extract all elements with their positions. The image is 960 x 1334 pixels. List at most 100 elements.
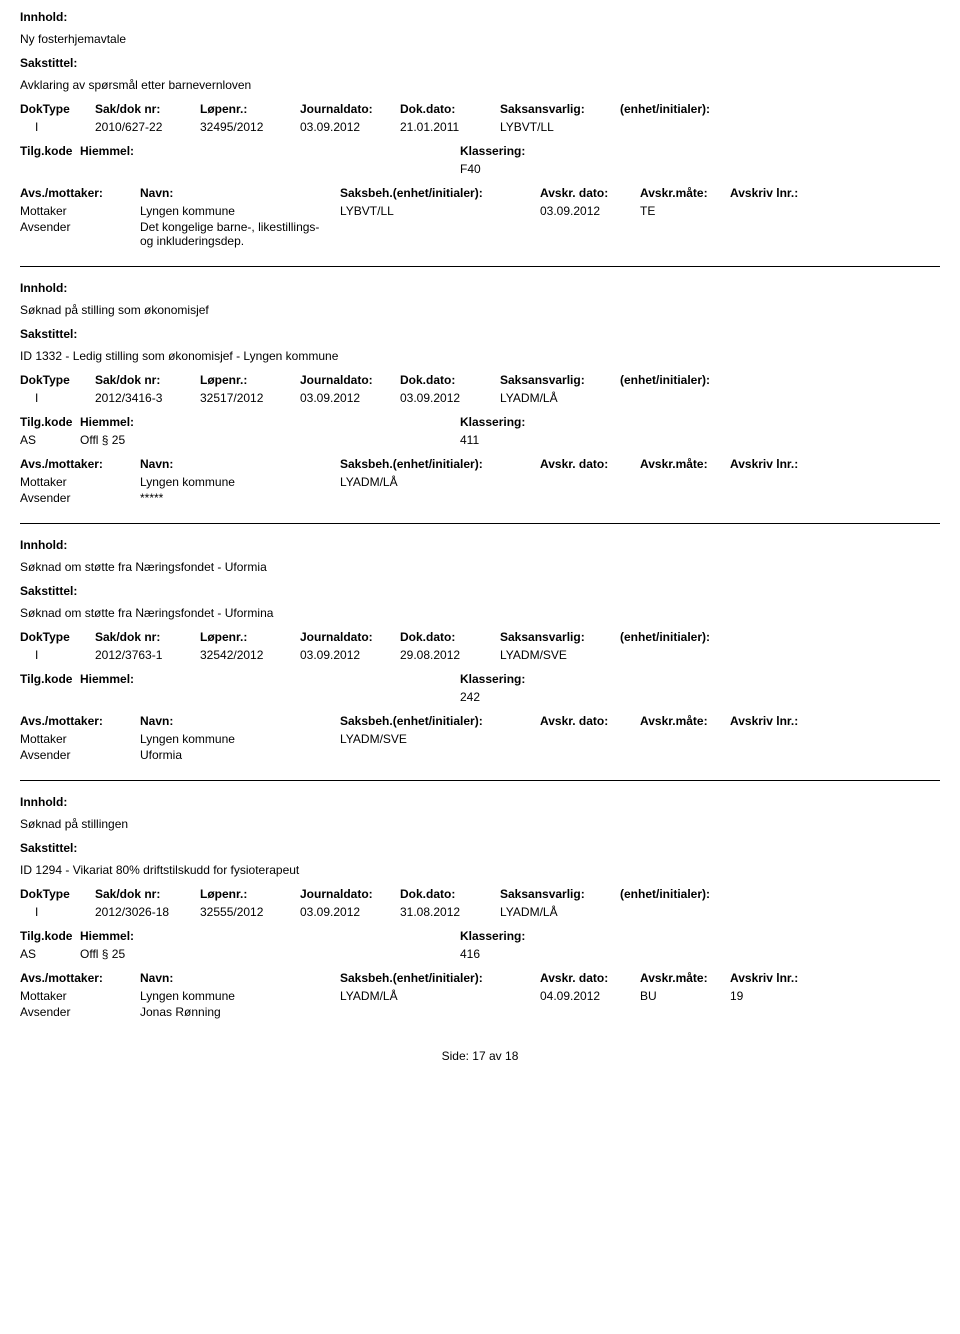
hdr-avskrivlnr: Avskriv lnr.: bbox=[730, 186, 820, 200]
hdr-dokdato: Dok.dato: bbox=[400, 373, 500, 387]
val-tilgkode bbox=[20, 690, 80, 704]
val-klassering: 242 bbox=[460, 690, 660, 704]
avs-header-row: Avs./mottaker: Navn: Saksbeh.(enhet/init… bbox=[20, 186, 940, 200]
party-avskrdato bbox=[540, 220, 640, 248]
hdr-avskrmate: Avskr.måte: bbox=[640, 714, 730, 728]
val-klassering: F40 bbox=[460, 162, 660, 176]
hdr-dokdato: Dok.dato: bbox=[400, 630, 500, 644]
val-dokdato: 03.09.2012 bbox=[400, 391, 500, 405]
val-journaldato: 03.09.2012 bbox=[300, 905, 400, 919]
hdr-avskrmate: Avskr.måte: bbox=[640, 457, 730, 471]
party-saksbeh: LYBVT/LL bbox=[340, 204, 540, 218]
party-avskrdato bbox=[540, 475, 640, 489]
hdr-sakdok: Sak/dok nr: bbox=[95, 630, 200, 644]
val-sakdok: 2012/3763-1 bbox=[95, 648, 200, 662]
hdr-saksansvarlig: Saksansvarlig: bbox=[500, 887, 620, 901]
hdr-doktype: DokType bbox=[20, 887, 95, 901]
tilg-data-row: F40 bbox=[20, 162, 940, 176]
hdr-tilgkode: Tilg.kode bbox=[20, 929, 80, 943]
journal-record: Innhold: Ny fosterhjemavtale Sakstittel:… bbox=[20, 10, 940, 267]
val-klassering: 416 bbox=[460, 947, 660, 961]
journal-record: Innhold: Søknad på stilling som økonomis… bbox=[20, 281, 940, 524]
party-avskrdato bbox=[540, 491, 640, 505]
hdr-hiemmel: Hiemmel: bbox=[80, 144, 460, 158]
party-role: Avsender bbox=[20, 491, 140, 505]
val-dokdato: 31.08.2012 bbox=[400, 905, 500, 919]
party-avskrmate: TE bbox=[640, 204, 730, 218]
party-navn: Lyngen kommune bbox=[140, 989, 340, 1003]
hdr-klassering: Klassering: bbox=[460, 672, 660, 686]
party-role: Avsender bbox=[20, 220, 140, 248]
doc-data-row: I 2012/3416-3 32517/2012 03.09.2012 03.0… bbox=[20, 391, 940, 405]
tilg-data-row: AS Offl § 25 416 bbox=[20, 947, 940, 961]
party-avskrivlnr bbox=[730, 732, 820, 746]
val-enhet bbox=[620, 391, 770, 405]
doc-data-row: I 2012/3026-18 32555/2012 03.09.2012 31.… bbox=[20, 905, 940, 919]
hdr-journaldato: Journaldato: bbox=[300, 887, 400, 901]
party-avskrmate bbox=[640, 491, 730, 505]
party-navn: Lyngen kommune bbox=[140, 475, 340, 489]
party-row: Mottaker Lyngen kommune LYADM/LÅ bbox=[20, 475, 940, 489]
val-enhet bbox=[620, 120, 770, 134]
doc-data-row: I 2010/627-22 32495/2012 03.09.2012 21.0… bbox=[20, 120, 940, 134]
party-role: Mottaker bbox=[20, 475, 140, 489]
hdr-hiemmel: Hiemmel: bbox=[80, 672, 460, 686]
party-avskrdato bbox=[540, 1005, 640, 1019]
val-lopenr: 32542/2012 bbox=[200, 648, 300, 662]
party-saksbeh bbox=[340, 1005, 540, 1019]
hdr-avskrivlnr: Avskriv lnr.: bbox=[730, 971, 820, 985]
hdr-navn: Navn: bbox=[140, 457, 340, 471]
party-navn: Lyngen kommune bbox=[140, 204, 340, 218]
footer-total: 18 bbox=[505, 1049, 518, 1063]
party-avskrmate bbox=[640, 220, 730, 248]
hdr-klassering: Klassering: bbox=[460, 415, 660, 429]
val-lopenr: 32495/2012 bbox=[200, 120, 300, 134]
party-avskrdato: 03.09.2012 bbox=[540, 204, 640, 218]
hdr-enhet: (enhet/initialer): bbox=[620, 373, 770, 387]
party-row: Mottaker Lyngen kommune LYADM/SVE bbox=[20, 732, 940, 746]
tilg-header-row: Tilg.kode Hiemmel: Klassering: bbox=[20, 672, 940, 686]
hdr-journaldato: Journaldato: bbox=[300, 373, 400, 387]
party-avskrivlnr bbox=[730, 748, 820, 762]
avs-header-row: Avs./mottaker: Navn: Saksbeh.(enhet/init… bbox=[20, 714, 940, 728]
hdr-saksbeh: Saksbeh.(enhet/initialer): bbox=[340, 457, 540, 471]
innhold-label: Innhold: bbox=[20, 538, 940, 552]
hdr-lopenr: Løpenr.: bbox=[200, 887, 300, 901]
hdr-enhet: (enhet/initialer): bbox=[620, 887, 770, 901]
party-role: Mottaker bbox=[20, 989, 140, 1003]
tilg-header-row: Tilg.kode Hiemmel: Klassering: bbox=[20, 415, 940, 429]
party-role: Mottaker bbox=[20, 204, 140, 218]
party-avskrivlnr bbox=[730, 220, 820, 248]
party-avskrmate bbox=[640, 1005, 730, 1019]
sakstittel-text: Søknad om støtte fra Næringsfondet - Ufo… bbox=[20, 606, 940, 620]
avs-header-row: Avs./mottaker: Navn: Saksbeh.(enhet/init… bbox=[20, 457, 940, 471]
val-doktype: I bbox=[20, 905, 95, 919]
hdr-sakdok: Sak/dok nr: bbox=[95, 887, 200, 901]
hdr-navn: Navn: bbox=[140, 186, 340, 200]
party-saksbeh: LYADM/SVE bbox=[340, 732, 540, 746]
val-hiemmel bbox=[80, 162, 460, 176]
val-hiemmel: Offl § 25 bbox=[80, 947, 460, 961]
hdr-doktype: DokType bbox=[20, 373, 95, 387]
innhold-label: Innhold: bbox=[20, 795, 940, 809]
val-klassering: 411 bbox=[460, 433, 660, 447]
party-saksbeh bbox=[340, 220, 540, 248]
sakstittel-label: Sakstittel: bbox=[20, 56, 940, 70]
hdr-dokdato: Dok.dato: bbox=[400, 102, 500, 116]
journal-record: Innhold: Søknad på stillingen Sakstittel… bbox=[20, 795, 940, 1019]
hdr-saksbeh: Saksbeh.(enhet/initialer): bbox=[340, 714, 540, 728]
hdr-avsmottaker: Avs./mottaker: bbox=[20, 457, 140, 471]
val-journaldato: 03.09.2012 bbox=[300, 648, 400, 662]
hdr-sakdok: Sak/dok nr: bbox=[95, 102, 200, 116]
val-saksansvarlig: LYBVT/LL bbox=[500, 120, 620, 134]
hdr-avskrdato: Avskr. dato: bbox=[540, 971, 640, 985]
tilg-data-row: 242 bbox=[20, 690, 940, 704]
hdr-navn: Navn: bbox=[140, 971, 340, 985]
party-navn: Uformia bbox=[140, 748, 340, 762]
hdr-lopenr: Løpenr.: bbox=[200, 630, 300, 644]
val-lopenr: 32555/2012 bbox=[200, 905, 300, 919]
record-divider bbox=[20, 780, 940, 781]
hdr-sakdok: Sak/dok nr: bbox=[95, 373, 200, 387]
val-doktype: I bbox=[20, 391, 95, 405]
record-divider bbox=[20, 523, 940, 524]
